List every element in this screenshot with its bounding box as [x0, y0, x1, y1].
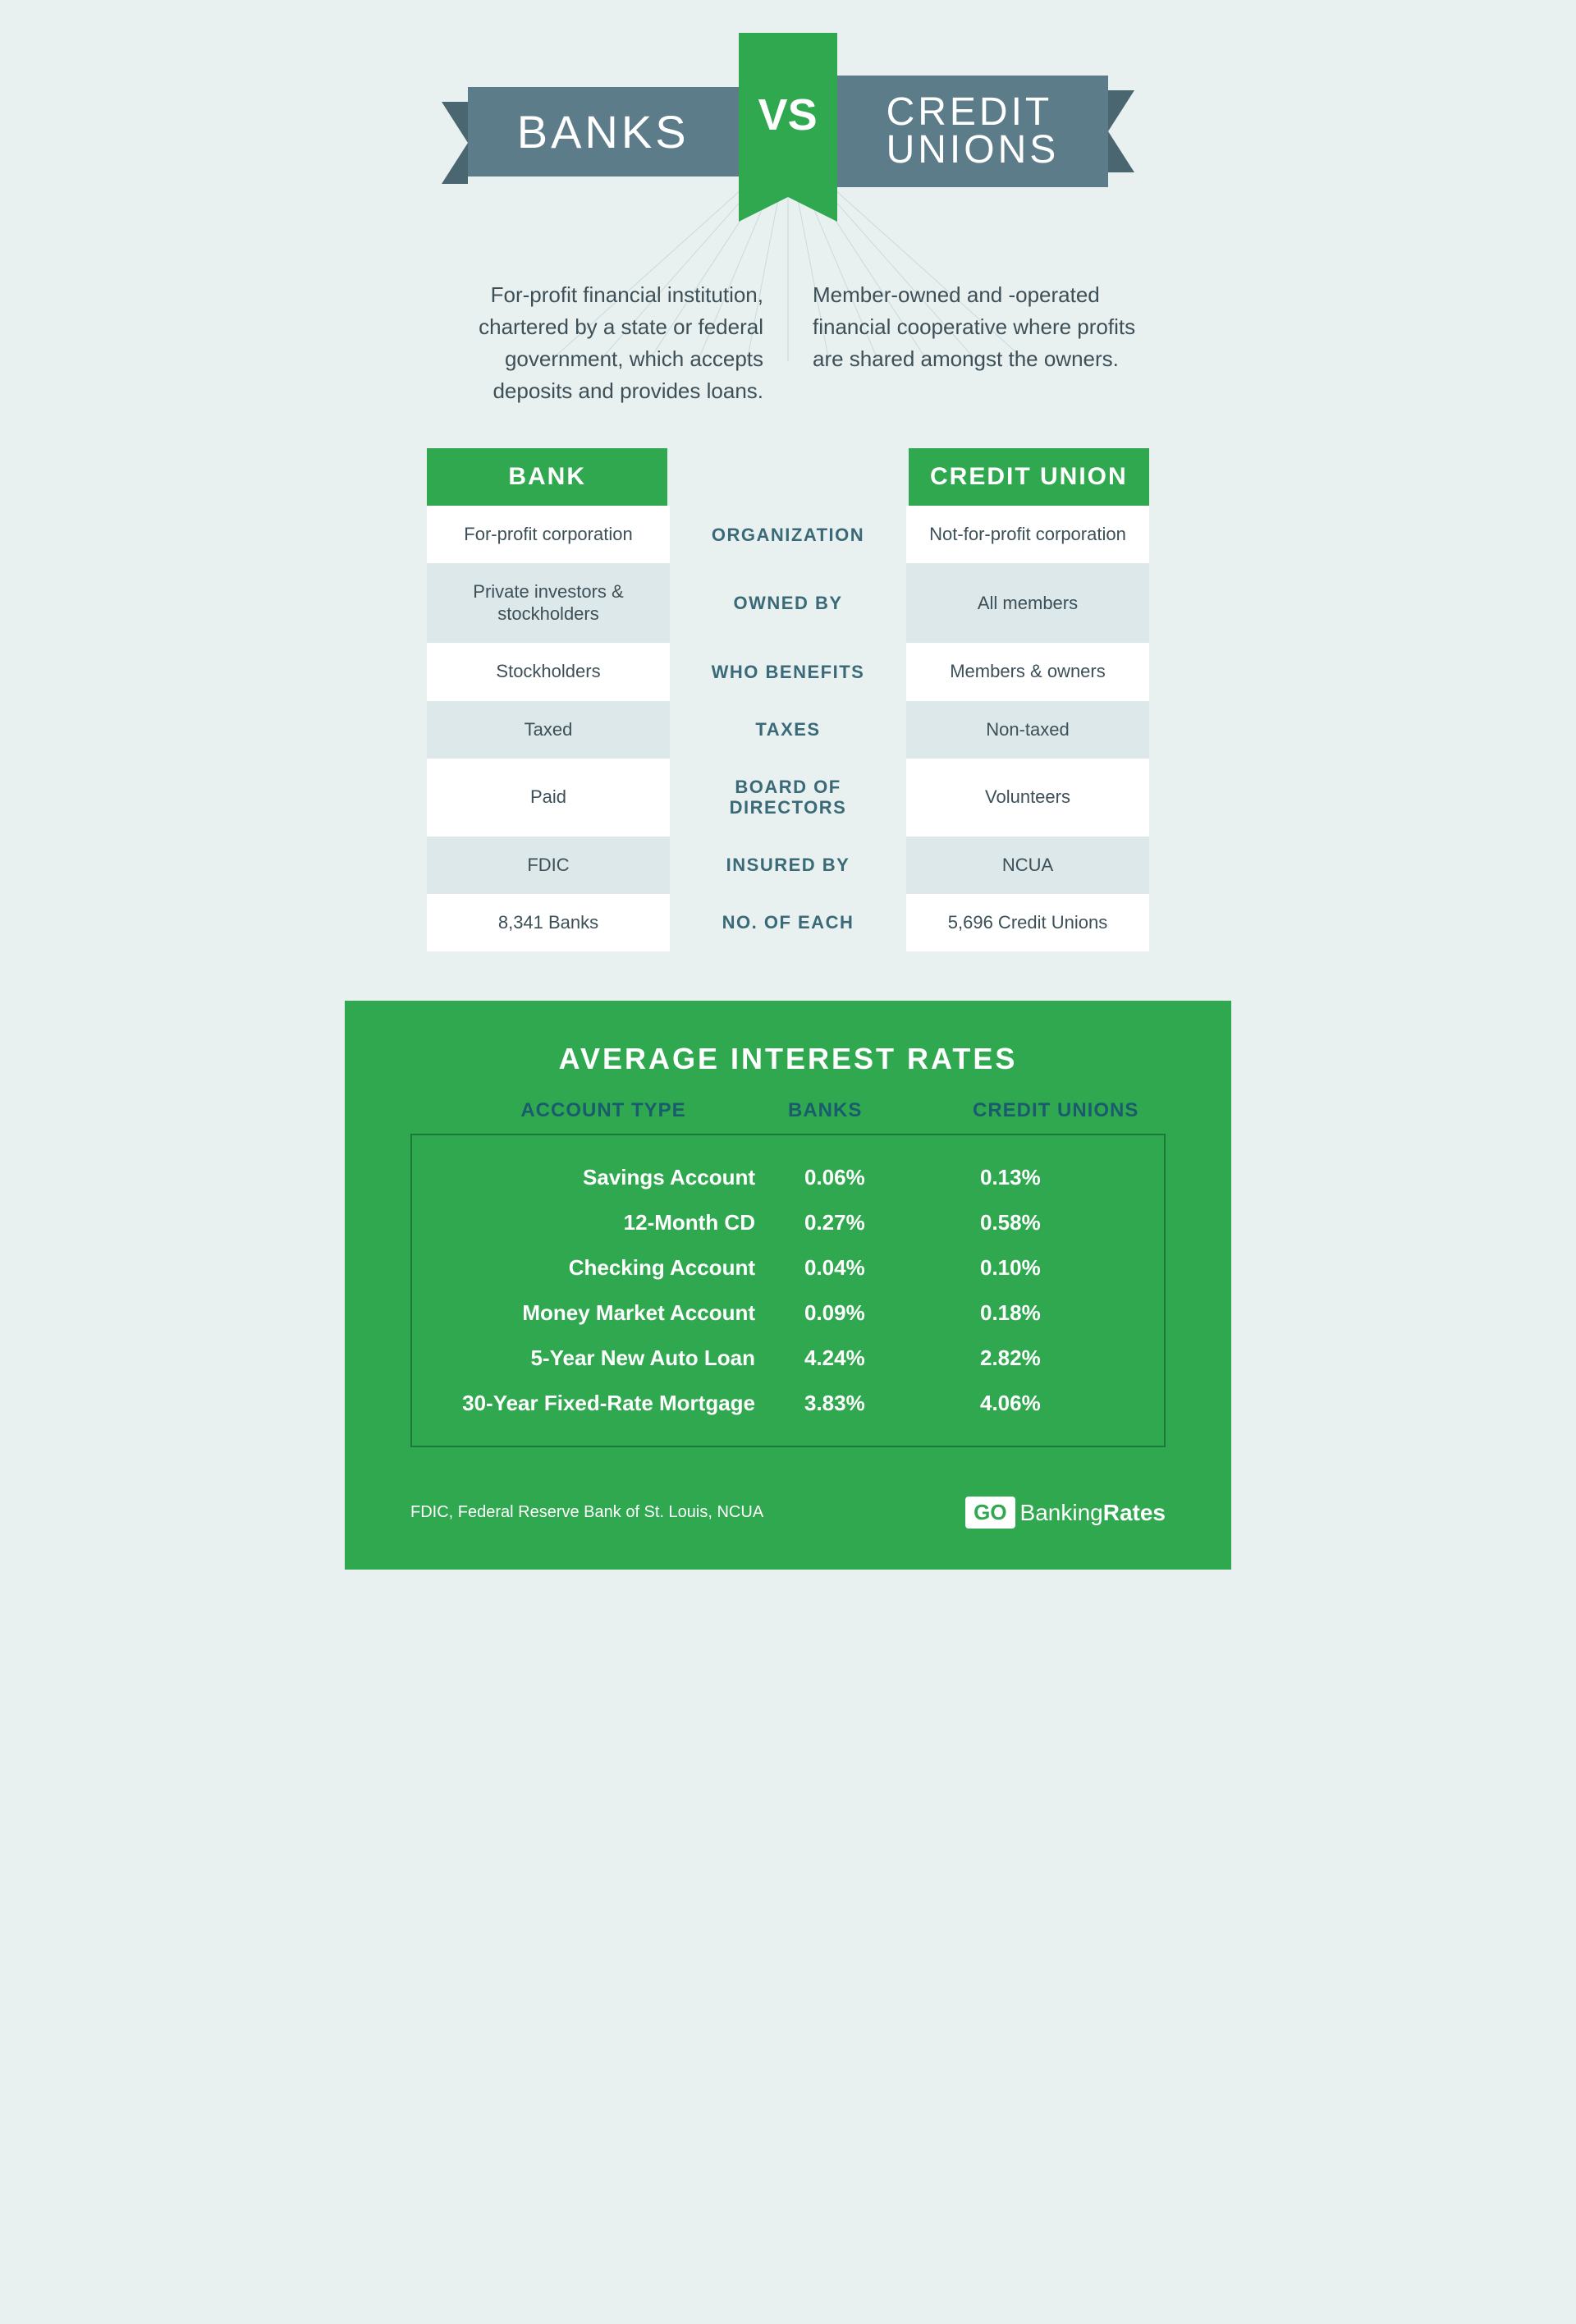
compare-left: FDIC: [427, 837, 670, 894]
compare-header-cu: CREDIT UNION: [909, 448, 1149, 506]
compare-left: Stockholders: [427, 643, 670, 700]
logo: GO BankingRates: [965, 1497, 1166, 1529]
rate-row: 12-Month CD0.27%0.58%: [437, 1200, 1139, 1245]
compare-row: 8,341 BanksNO. OF EACH5,696 Credit Union…: [427, 894, 1149, 951]
rates-head-type: ACCOUNT TYPE: [435, 1099, 772, 1122]
rate-cu: 2.82%: [964, 1345, 1139, 1371]
compare-right: Non-taxed: [906, 701, 1149, 759]
rates-head-banks: BANKS: [772, 1099, 956, 1122]
compare-category: INSURED BY: [670, 837, 906, 894]
compare-category: OWNED BY: [670, 563, 906, 643]
compare-left: Paid: [427, 759, 670, 837]
rate-cu: 4.06%: [964, 1391, 1139, 1416]
compare-category: BOARD OF DIRECTORS: [670, 759, 906, 837]
compare-left: 8,341 Banks: [427, 894, 670, 951]
rate-banks: 0.27%: [788, 1210, 964, 1235]
rate-label: Savings Account: [437, 1165, 788, 1190]
rate-banks: 3.83%: [788, 1391, 964, 1416]
compare-row: TaxedTAXESNon-taxed: [427, 701, 1149, 759]
rate-row: 30-Year Fixed-Rate Mortgage3.83%4.06%: [437, 1381, 1139, 1426]
rate-banks: 0.04%: [788, 1255, 964, 1281]
compare-category: NO. OF EACH: [670, 894, 906, 951]
logo-text: BankingRates: [1020, 1500, 1166, 1526]
footer-sources: FDIC, Federal Reserve Bank of St. Louis,…: [410, 1503, 763, 1522]
compare-right: All members: [906, 563, 1149, 643]
rate-cu: 0.13%: [964, 1165, 1139, 1190]
compare-right: NCUA: [906, 837, 1149, 894]
header-banner: BANKS VS CREDIT UNIONS: [345, 0, 1231, 230]
compare-left: Private investors & stockholders: [427, 563, 670, 643]
compare-right: Members & owners: [906, 643, 1149, 700]
compare-row: StockholdersWHO BENEFITSMembers & owners: [427, 643, 1149, 700]
vs-badge: VS: [739, 33, 837, 197]
compare-left: For-profit corporation: [427, 506, 670, 563]
rates-section: AVERAGE INTEREST RATES ACCOUNT TYPE BANK…: [345, 1001, 1231, 1472]
rate-cu: 0.18%: [964, 1300, 1139, 1326]
compare-header-bank: BANK: [427, 448, 667, 506]
rates-head-cu: CREDIT UNIONS: [956, 1099, 1141, 1122]
compare-row: Private investors & stockholdersOWNED BY…: [427, 563, 1149, 643]
compare-row: FDICINSURED BYNCUA: [427, 837, 1149, 894]
rate-banks: 4.24%: [788, 1345, 964, 1371]
rate-cu: 0.10%: [964, 1255, 1139, 1281]
compare-left: Taxed: [427, 701, 670, 759]
banner-right-line1: CREDIT: [886, 94, 1060, 131]
rate-row: Savings Account0.06%0.13%: [437, 1155, 1139, 1200]
compare-row: For-profit corporationORGANIZATIONNot-fo…: [427, 506, 1149, 563]
rate-banks: 0.06%: [788, 1165, 964, 1190]
banner-right-line2: UNIONS: [886, 131, 1060, 169]
compare-category: ORGANIZATION: [670, 506, 906, 563]
rate-label: 5-Year New Auto Loan: [437, 1345, 788, 1371]
rate-banks: 0.09%: [788, 1300, 964, 1326]
rate-row: Checking Account0.04%0.10%: [437, 1245, 1139, 1290]
rate-cu: 0.58%: [964, 1210, 1139, 1235]
rates-title: AVERAGE INTEREST RATES: [410, 1042, 1166, 1076]
rate-label: Money Market Account: [437, 1300, 788, 1326]
rate-label: 12-Month CD: [437, 1210, 788, 1235]
compare-category: WHO BENEFITS: [670, 643, 906, 700]
compare-right: Volunteers: [906, 759, 1149, 837]
desc-banks: For-profit financial institution, charte…: [427, 279, 763, 407]
compare-category: TAXES: [670, 701, 906, 759]
rate-label: Checking Account: [437, 1255, 788, 1281]
rate-label: 30-Year Fixed-Rate Mortgage: [437, 1391, 788, 1416]
descriptions: For-profit financial institution, charte…: [345, 230, 1231, 448]
footer: FDIC, Federal Reserve Bank of St. Louis,…: [345, 1472, 1231, 1570]
compare-row: PaidBOARD OF DIRECTORSVolunteers: [427, 759, 1149, 837]
banner-left: BANKS: [468, 87, 763, 176]
compare-right: Not-for-profit corporation: [906, 506, 1149, 563]
rate-row: Money Market Account0.09%0.18%: [437, 1290, 1139, 1336]
rate-row: 5-Year New Auto Loan4.24%2.82%: [437, 1336, 1139, 1381]
compare-right: 5,696 Credit Unions: [906, 894, 1149, 951]
logo-box: GO: [965, 1497, 1015, 1529]
comparison-table: BANK CREDIT UNION For-profit corporation…: [427, 448, 1149, 951]
desc-credit-unions: Member-owned and -operated financial coo…: [813, 279, 1149, 407]
banner-right: CREDIT UNIONS: [813, 76, 1109, 186]
